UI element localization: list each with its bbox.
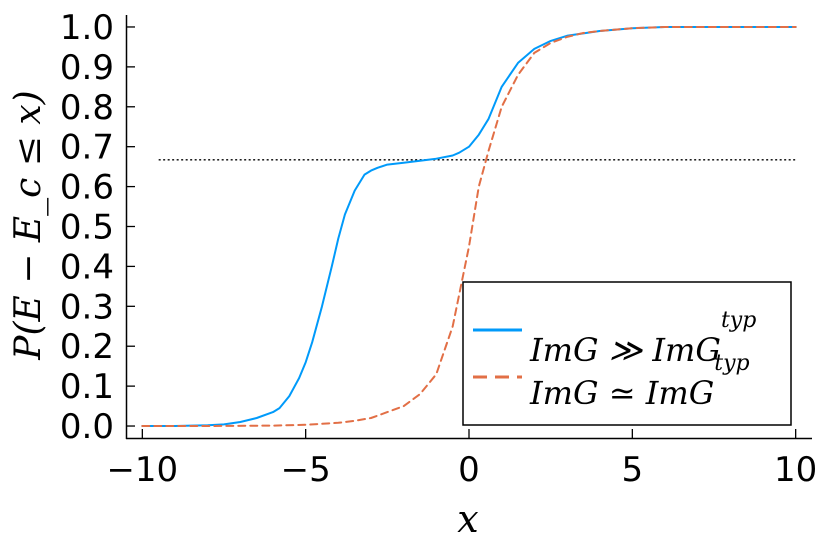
- x-tick-label: −10: [106, 450, 178, 490]
- series-line-1: [141, 26, 797, 427]
- y-tick-label: 0.6: [60, 168, 114, 208]
- legend-entry-2: ImG ≃ ImGtyp: [529, 351, 750, 412]
- x-tick-label: 5: [622, 450, 644, 490]
- y-tick-label: 0.0: [60, 407, 114, 447]
- legend-entry-2-sup: typ: [714, 351, 749, 376]
- x-axis-label: x: [457, 497, 478, 541]
- legend-entry-1: ImG ≫ ImGtyp: [529, 308, 756, 369]
- legend-box: [462, 281, 792, 426]
- legend-entry-2-base: ImG ≃ ImG: [529, 374, 714, 412]
- legend-entry-1-base: ImG ≫ ImG: [529, 331, 721, 369]
- x-tick-label: 0: [458, 450, 480, 490]
- series-line-2: [141, 26, 797, 427]
- x-tick-label: 10: [774, 450, 817, 490]
- y-tick-label: 1.0: [60, 8, 114, 48]
- y-axis-label: P(E − E_c ≤ x): [8, 90, 49, 360]
- y-tick-label: 0.1: [60, 367, 114, 407]
- y-tick-label: 0.9: [60, 48, 114, 88]
- y-tick-label: 0.2: [60, 327, 114, 367]
- y-tick-label: 0.4: [60, 247, 114, 287]
- legend-entry-1-sup: typ: [721, 308, 756, 333]
- x-tick-label: −5: [281, 450, 331, 490]
- legend: ImG ≫ ImGtyp ImG ≃ ImGtyp: [462, 281, 792, 426]
- y-tick-label: 0.5: [60, 208, 114, 248]
- y-tick-label: 0.8: [60, 88, 114, 128]
- y-tick-label: 0.7: [60, 128, 114, 168]
- y-tick-label: 0.3: [60, 287, 114, 327]
